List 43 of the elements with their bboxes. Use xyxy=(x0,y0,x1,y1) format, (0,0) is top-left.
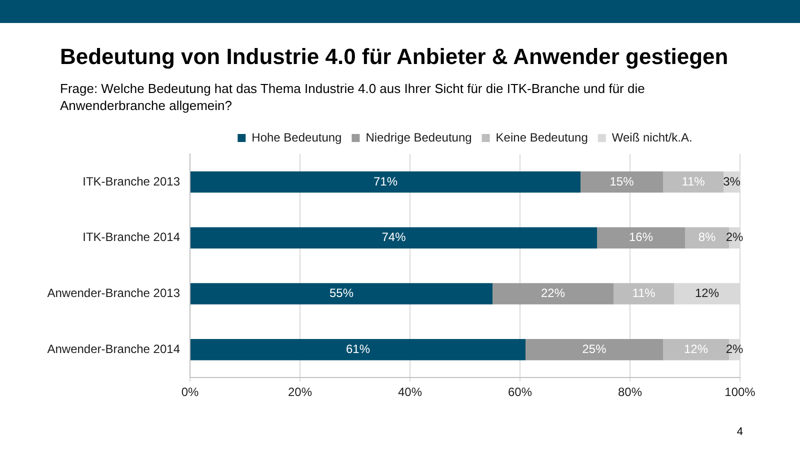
bar xyxy=(190,227,597,248)
data-label: 12% xyxy=(694,286,720,300)
data-label: 22% xyxy=(540,286,566,300)
data-label: 61% xyxy=(346,342,370,356)
bar xyxy=(190,171,580,193)
data-label: 12% xyxy=(684,342,708,356)
legend-label: Niedrige Bedeutung xyxy=(366,130,472,144)
data-label: 15% xyxy=(610,174,634,188)
y-tick-label: ITK-Branche 2013 xyxy=(82,174,180,188)
bar xyxy=(190,339,526,360)
bar xyxy=(614,283,674,304)
y-tick-label: Anwender-Branche 2013 xyxy=(47,286,180,300)
chart-subtitle: Frage: Welche Bedeutung hat das Thema Industrie 4.0 aus Ihrer Sicht für die ITK-Branche und für die Anwenderbranche allgemein? xyxy=(60,80,646,114)
data-label: 3% xyxy=(723,174,741,188)
data-label: 2% xyxy=(726,230,744,244)
data-label: 8% xyxy=(698,230,716,244)
legend-label: Keine Bedeutung xyxy=(496,130,588,144)
x-tick-label: 60% xyxy=(508,385,532,400)
text: 4 xyxy=(736,426,743,438)
data-label: 25% xyxy=(582,342,607,356)
x-tick-label: 80% xyxy=(618,385,642,400)
y-tick-label: Anwender-Branche 2014 xyxy=(47,342,180,356)
data-label: 16% xyxy=(628,230,654,244)
bar xyxy=(597,227,685,248)
data-label: 71% xyxy=(373,174,398,188)
data-label: 55% xyxy=(329,286,354,300)
x-tick-label: 0% xyxy=(181,385,199,400)
y-tick-label: ITK-Branche 2014 xyxy=(82,230,180,244)
data-label: 11% xyxy=(632,286,656,300)
bar xyxy=(526,339,663,360)
legend-label: Hohe Bedeutung xyxy=(252,130,342,144)
data-label: 74% xyxy=(382,230,406,244)
x-tick-label: 40% xyxy=(398,385,422,400)
legend-label: Weiß nicht/k.A. xyxy=(612,130,692,144)
bar xyxy=(492,283,614,304)
bar xyxy=(580,171,663,193)
bar xyxy=(663,171,724,193)
data-label: 11% xyxy=(682,174,706,188)
bar xyxy=(190,283,492,304)
data-label: 2% xyxy=(726,342,744,356)
x-tick-label: 20% xyxy=(288,385,312,400)
chart-title: Bedeutung von Industrie 4.0 für Anbieter & Anwender gestiegen xyxy=(60,44,728,70)
x-tick-label: 100% xyxy=(724,385,756,400)
